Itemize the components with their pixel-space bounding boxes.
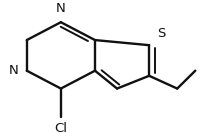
Text: Cl: Cl (54, 122, 67, 135)
Text: S: S (157, 27, 166, 40)
Text: N: N (9, 64, 19, 77)
Text: N: N (56, 2, 66, 14)
